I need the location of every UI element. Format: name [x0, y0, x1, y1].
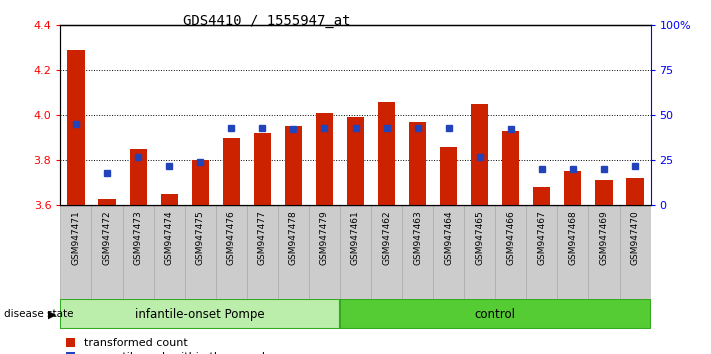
Bar [347, 117, 364, 205]
Text: disease state: disease state [4, 309, 73, 319]
Text: GSM947463: GSM947463 [413, 210, 422, 265]
Text: ▶: ▶ [48, 309, 56, 319]
Bar [626, 178, 643, 205]
Bar [154, 205, 185, 299]
Text: GSM947462: GSM947462 [382, 210, 391, 265]
Bar [402, 205, 433, 299]
Bar [92, 205, 122, 299]
Bar [464, 205, 496, 299]
Text: GSM947465: GSM947465 [475, 210, 484, 265]
Bar [371, 205, 402, 299]
Bar [409, 122, 426, 205]
Bar [433, 205, 464, 299]
Text: GSM947476: GSM947476 [227, 210, 236, 265]
Bar [557, 205, 589, 299]
Text: GSM947467: GSM947467 [538, 210, 546, 265]
Bar [60, 299, 340, 329]
Bar [595, 181, 612, 205]
Bar [278, 205, 309, 299]
Text: GSM947470: GSM947470 [631, 210, 639, 265]
Legend: transformed count, percentile rank within the sample: transformed count, percentile rank withi… [66, 338, 272, 354]
Bar [316, 113, 333, 205]
Text: GSM947477: GSM947477 [258, 210, 267, 265]
Text: GSM947466: GSM947466 [506, 210, 515, 265]
Bar [340, 205, 371, 299]
Bar [122, 205, 154, 299]
Bar [99, 199, 116, 205]
Bar [223, 138, 240, 205]
Text: GSM947468: GSM947468 [568, 210, 577, 265]
Bar [192, 160, 209, 205]
Bar [247, 205, 278, 299]
Bar [378, 102, 395, 205]
Text: GSM947479: GSM947479 [320, 210, 329, 265]
Bar [60, 205, 92, 299]
Text: GSM947461: GSM947461 [351, 210, 360, 265]
Text: GSM947472: GSM947472 [102, 210, 112, 265]
Bar [471, 104, 488, 205]
Bar [526, 205, 557, 299]
Bar [619, 205, 651, 299]
Bar [440, 147, 457, 205]
Text: GSM947471: GSM947471 [72, 210, 80, 265]
Text: GSM947469: GSM947469 [599, 210, 609, 265]
Bar [309, 205, 340, 299]
Bar [129, 149, 146, 205]
Bar [533, 187, 550, 205]
Bar [589, 205, 619, 299]
Text: GSM947464: GSM947464 [444, 210, 453, 265]
Text: GDS4410 / 1555947_at: GDS4410 / 1555947_at [183, 14, 351, 28]
Bar [340, 299, 651, 329]
Bar [496, 205, 526, 299]
Bar [254, 133, 271, 205]
Bar [285, 126, 302, 205]
Text: infantile-onset Pompe: infantile-onset Pompe [135, 308, 265, 321]
Text: GSM947473: GSM947473 [134, 210, 143, 265]
Text: GSM947474: GSM947474 [165, 210, 173, 265]
Text: GSM947475: GSM947475 [196, 210, 205, 265]
Bar [161, 194, 178, 205]
Text: control: control [475, 308, 515, 321]
Bar [565, 171, 582, 205]
Bar [502, 131, 519, 205]
Bar [185, 205, 215, 299]
Bar [68, 50, 85, 205]
Bar [215, 205, 247, 299]
Text: GSM947478: GSM947478 [289, 210, 298, 265]
